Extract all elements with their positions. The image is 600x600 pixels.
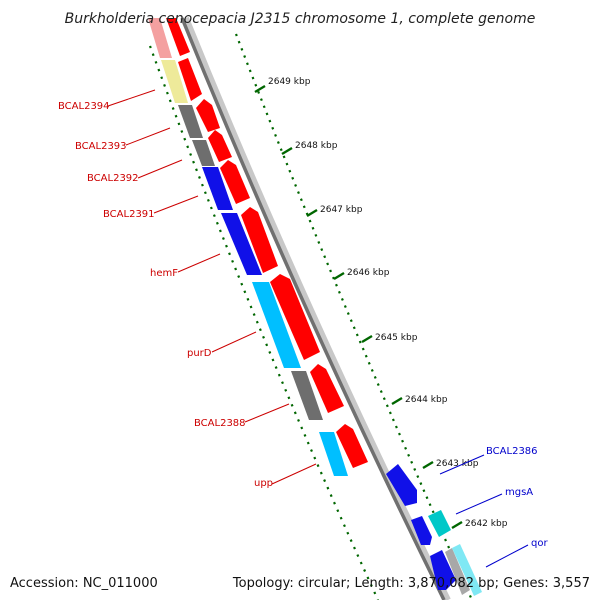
tick-mark (254, 84, 266, 94)
gene-label-bcal2386: BCAL2386 (486, 446, 538, 457)
gene-red-arrow-3 (196, 99, 220, 132)
gene-yellow-block (161, 60, 188, 103)
tick-label: 2648 kbp (295, 141, 338, 151)
leader-line (271, 463, 317, 485)
gene-gray-block-4 (445, 548, 470, 595)
gene-red-arrow-9 (336, 424, 368, 468)
gene-red-arrow-6 (241, 207, 278, 273)
gene-label-bcal2392: BCAL2392 (87, 173, 139, 184)
leader-line (153, 195, 199, 214)
gene-cyan-block-3 (452, 544, 482, 596)
outer-tick-ring (234, 33, 474, 600)
gene-red-arrow-5 (220, 160, 250, 204)
gene-label-bcal2391: BCAL2391 (103, 209, 155, 220)
tick-marks: 2649 kbp 2648 kbp 2647 kbp 2646 kbp 2645… (254, 77, 508, 530)
gene-gray-block-1 (178, 105, 203, 138)
accession-text: Accession: NC_011000 (10, 576, 158, 591)
leader-line (455, 493, 503, 515)
gene-blue-block-2 (221, 213, 262, 275)
tick-label: 2644 kbp (405, 395, 448, 405)
gene-label-bcal2388: BCAL2388 (194, 418, 246, 429)
gene-red-arrow-2 (178, 58, 202, 101)
tick-mark (281, 146, 293, 156)
tick-mark (391, 396, 403, 406)
gene-gray-block-2 (192, 140, 215, 166)
tick-label: 2643 kbp (436, 459, 479, 469)
right-gene-labels: BCAL2386 mgsA qor (439, 446, 548, 568)
tick-mark (306, 208, 318, 218)
gene-features (148, 18, 482, 596)
gene-red-arrow-4 (208, 130, 232, 162)
leader-line (177, 253, 221, 273)
gene-gray-block-3 (291, 371, 323, 420)
left-gene-labels: BCAL2394 BCAL2393 BCAL2392 BCAL2391 hemF… (58, 89, 317, 489)
gene-blue-block-1 (202, 167, 233, 210)
gene-blue-arrow-1 (386, 464, 417, 506)
gene-blue-arrow-2 (411, 516, 432, 545)
map-title: Burkholderia cenocepacia J2315 chromosom… (65, 11, 536, 27)
inner-dotted-ring (148, 45, 380, 600)
gene-cyan-block-1 (252, 282, 301, 368)
leader-line (107, 89, 156, 107)
tick-label: 2647 kbp (320, 205, 363, 215)
gene-red-arrow-1 (166, 18, 190, 56)
tick-mark (422, 460, 434, 470)
gene-cyan-block-2 (319, 432, 348, 476)
gene-label-bcal2394: BCAL2394 (58, 101, 110, 112)
backbone (180, 17, 446, 600)
leader-line (211, 331, 257, 353)
gene-label-purd: purD (187, 348, 212, 359)
leader-line (485, 544, 529, 568)
leader-line (439, 454, 485, 475)
gene-red-arrow-7 (270, 274, 320, 360)
gene-pink-block (148, 18, 172, 58)
gene-label-bcal2393: BCAL2393 (75, 141, 127, 152)
tick-mark (333, 271, 345, 281)
backbone-shadow (183, 16, 451, 600)
gene-label-hemf: hemF (150, 268, 178, 279)
gene-label-qor: qor (531, 538, 548, 549)
tick-label: 2645 kbp (375, 333, 418, 343)
leader-line (244, 403, 290, 423)
tick-mark (451, 520, 463, 530)
gene-teal-block (428, 510, 451, 537)
tick-label: 2649 kbp (268, 77, 311, 87)
tick-label: 2642 kbp (465, 519, 508, 529)
tick-mark (361, 334, 373, 344)
leader-line (137, 159, 183, 179)
gene-blue-arrow-3 (430, 550, 456, 590)
tick-label: 2646 kbp (347, 268, 390, 278)
gene-label-mgsa: mgsA (505, 487, 533, 498)
gene-label-upp: upp (254, 478, 273, 489)
leader-line (125, 127, 171, 146)
gene-red-arrow-8 (310, 364, 344, 413)
topology-text: Topology: circular; Length: 3,870,082 bp… (232, 576, 590, 591)
